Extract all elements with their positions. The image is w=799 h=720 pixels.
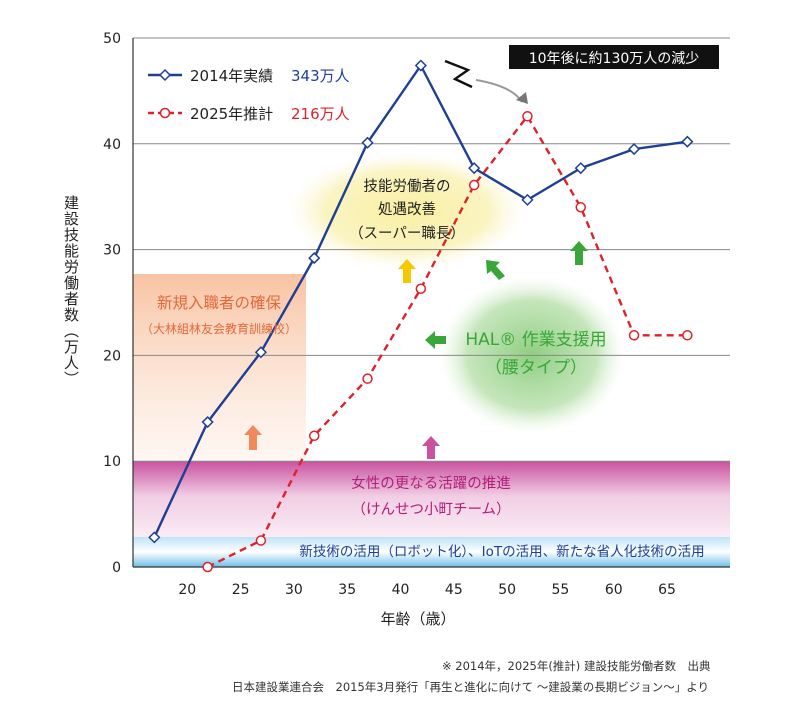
series-1-point — [468, 179, 480, 191]
series-1-point — [628, 330, 640, 341]
arrow-up-pink — [422, 436, 440, 459]
callout-curved-arrow — [475, 79, 523, 103]
series-1-point — [575, 202, 586, 213]
series-0-point — [361, 136, 374, 149]
callout-zigzag — [444, 59, 473, 89]
grid-lines — [133, 37, 730, 462]
callout-box — [509, 45, 719, 69]
legend-total-2014: 343万人 — [291, 67, 350, 85]
x-tick-label: 40 — [392, 582, 410, 598]
legend-label-2025: 2025年推計 — [190, 105, 273, 123]
series-1-point — [522, 111, 533, 122]
series-0-point — [468, 162, 481, 175]
arrow-up-orange — [244, 425, 262, 450]
y-tick-label: 10 — [103, 454, 121, 470]
recruit-region — [133, 274, 306, 462]
legend-label-2014: 2014年実績 — [190, 67, 273, 85]
series-0-point — [627, 143, 641, 156]
y-tick-label: 40 — [103, 137, 121, 153]
y-axis-label: 建設技能労働者数（万人） — [62, 195, 80, 387]
hal-text-2: （腰タイプ） — [485, 358, 587, 378]
y-tick-label: 20 — [103, 348, 121, 364]
decrease-callout: 10年後に約130万人の減少 — [444, 45, 719, 104]
y-tick-label: 50 — [103, 31, 121, 47]
series-1-point — [362, 373, 373, 384]
series-0-point — [414, 59, 427, 72]
x-tick-label: 25 — [232, 582, 250, 598]
series-1-point — [682, 330, 693, 341]
x-tick-labels: 20 25 30 35 40 45 50 55 60 65 — [178, 582, 676, 598]
callout-arrowhead — [516, 92, 528, 104]
x-axis-label: 年齢（歳） — [380, 610, 455, 628]
x-tick-label: 45 — [445, 582, 463, 598]
series-1-point — [415, 283, 427, 294]
treatment-region — [289, 153, 525, 269]
series-0-point — [254, 346, 267, 359]
x-tick-label: 20 — [178, 582, 196, 598]
y-tick-label: 30 — [103, 243, 121, 259]
series-1-point — [202, 561, 213, 573]
x-tick-label: 50 — [498, 582, 516, 598]
arrow-up-green — [570, 241, 588, 265]
treatment-text-3: （スーパー職長） — [349, 225, 465, 242]
x-tick-label: 35 — [338, 582, 356, 598]
hal-text-1: HAL® 作業支援用 — [465, 330, 606, 350]
x-tick-label: 30 — [285, 582, 303, 598]
tech-text: 新技術の活用（ロボット化）、IoTの活用、新たな省人化技術の活用 — [299, 544, 704, 560]
women-text-1: 女性の更なる活躍の推進 — [351, 474, 511, 492]
series-0-point — [574, 162, 587, 175]
series-points — [148, 59, 694, 573]
arrow-left-green — [425, 331, 446, 349]
annotation-arrows — [244, 241, 588, 459]
callout-text: 10年後に約130万人の減少 — [529, 50, 700, 67]
series-1-point — [255, 535, 267, 546]
series-0-point — [308, 252, 321, 265]
series-0-point — [148, 531, 161, 544]
series-1-point — [308, 430, 320, 442]
axes — [132, 38, 730, 568]
legend-total-2025: 216万人 — [291, 105, 350, 123]
legend-marker-diamond — [158, 68, 172, 82]
treatment-text-1: 技能労働者の — [364, 178, 451, 195]
series-0-point — [201, 415, 214, 429]
series-0-point — [521, 193, 534, 206]
source-note-1: ※ 2014年，2025年(推計) 建設技能労働者数 出典 — [442, 659, 711, 673]
arrow-upleft-green — [486, 260, 505, 280]
x-tick-label: 60 — [605, 582, 623, 598]
recruit-text-1: 新規入職者の確保 — [157, 294, 282, 312]
y-tick-labels: 0 10 20 30 40 50 — [103, 31, 121, 576]
recruit-text-2: （大林組林友会教育訓練校） — [141, 321, 297, 336]
annotation-texts: 技能労働者の 処遇改善 （スーパー職長） HAL® 作業支援用 （腰タイプ） 新… — [141, 178, 705, 560]
women-text-2: （けんせつ小町チーム） — [351, 501, 510, 518]
x-tick-label: 65 — [658, 582, 676, 598]
source-note-2: 日本建設業連合会 2015年3月発行「再生と進化に向けて ～建設業の長期ビジョン… — [232, 680, 710, 694]
women-region — [133, 461, 730, 539]
legend: 2014年実績 343万人 2025年推計 216万人 — [148, 67, 350, 123]
x-tick-label: 55 — [552, 582, 570, 598]
series-line-1 — [207, 115, 688, 569]
y-tick-label: 0 — [112, 560, 121, 576]
legend-marker-circle — [159, 107, 171, 119]
series-0-point — [681, 135, 694, 148]
tech-region — [133, 537, 730, 567]
arrow-up-yellow — [398, 259, 416, 283]
treatment-text-2: 処遇改善 — [378, 201, 436, 218]
